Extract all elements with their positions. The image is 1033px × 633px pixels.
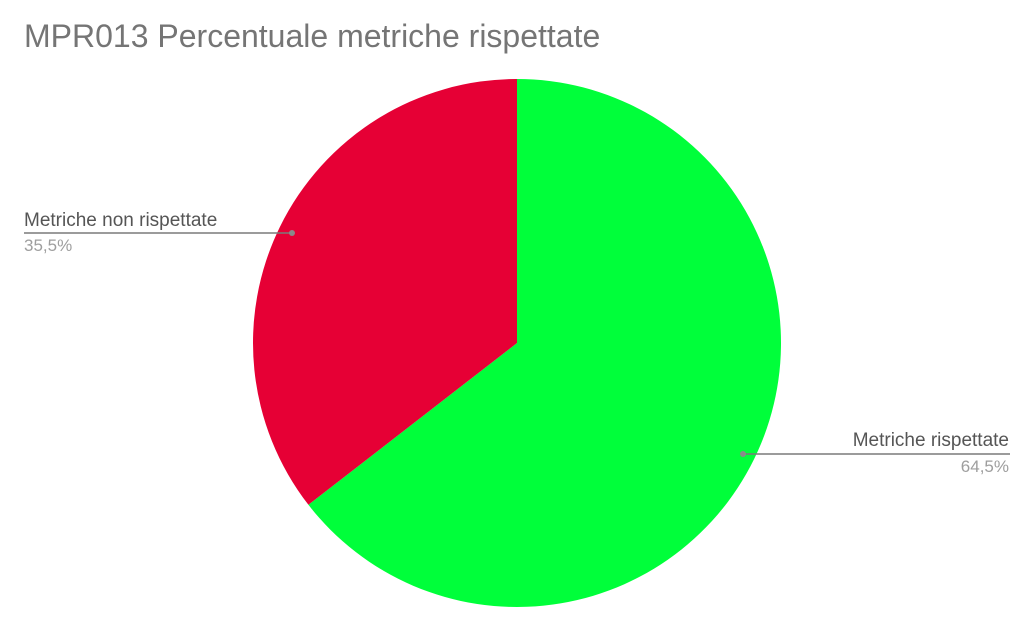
pie-labels: Metriche rispettate 64,5% Metriche non ris… [24, 210, 1010, 476]
slice-value-label: 64,5% [961, 457, 1009, 476]
chart-title: MPR013 Percentuale metriche rispettate [24, 18, 601, 54]
slice-value-label: 35,5% [24, 236, 72, 255]
pie-slices [252, 79, 781, 607]
pie-slice-metriche-rispettate [308, 79, 781, 607]
pie-slice-metriche-non-rispettate [252, 79, 517, 505]
leader-dot [289, 230, 295, 236]
slice-label: Metriche non rispettate [24, 210, 217, 231]
leader-dot [740, 451, 746, 457]
slice-label: Metriche rispettate [853, 430, 1009, 451]
